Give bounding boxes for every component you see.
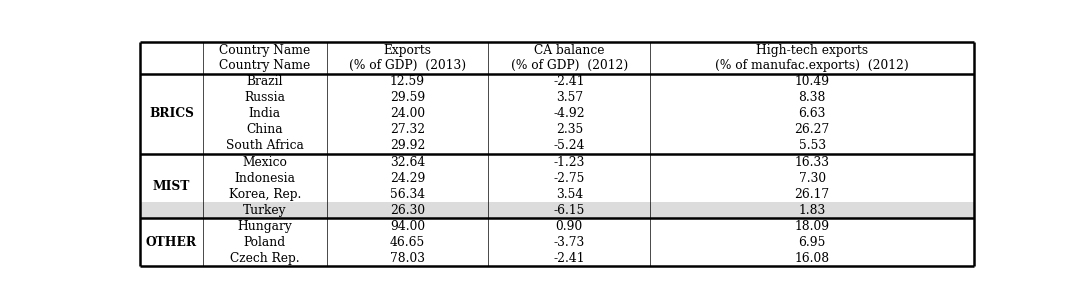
Bar	[140, 138, 973, 154]
Text: 26.27: 26.27	[795, 123, 829, 136]
Text: 0.90: 0.90	[556, 220, 583, 233]
Bar	[140, 122, 973, 138]
Text: 78.03: 78.03	[390, 252, 425, 265]
Text: High-tech exports: High-tech exports	[756, 44, 868, 57]
Bar	[140, 74, 973, 90]
Bar	[140, 106, 973, 122]
Text: 16.08: 16.08	[795, 252, 829, 265]
Text: Exports: Exports	[384, 44, 431, 57]
Text: -3.73: -3.73	[554, 236, 585, 249]
Text: Korea, Rep.: Korea, Rep.	[229, 188, 301, 201]
Text: (% of GDP)  (2013): (% of GDP) (2013)	[349, 59, 466, 71]
Text: Indonesia: Indonesia	[234, 171, 295, 185]
Text: Country Name: Country Name	[219, 59, 310, 71]
Text: OTHER: OTHER	[146, 236, 197, 249]
Text: -2.75: -2.75	[554, 171, 585, 185]
Text: South Africa: South Africa	[225, 140, 304, 153]
Text: -1.23: -1.23	[554, 156, 585, 168]
Text: 16.33: 16.33	[795, 156, 829, 168]
Text: 29.59: 29.59	[390, 91, 425, 104]
Text: BRICS: BRICS	[149, 107, 194, 120]
Text: Mexico: Mexico	[243, 156, 287, 168]
Bar	[140, 186, 973, 202]
Text: India: India	[248, 107, 281, 120]
Text: 10.49: 10.49	[795, 75, 829, 88]
Text: 1.83: 1.83	[799, 204, 826, 217]
Text: 5.53: 5.53	[799, 140, 826, 153]
Text: China: China	[246, 123, 283, 136]
Text: 29.92: 29.92	[390, 140, 425, 153]
Text: Country Name: Country Name	[219, 44, 310, 57]
Text: Poland: Poland	[244, 236, 286, 249]
Text: MIST: MIST	[153, 180, 190, 193]
Text: 12.59: 12.59	[390, 75, 425, 88]
Bar	[140, 250, 973, 266]
Bar	[140, 154, 973, 170]
Text: 26.17: 26.17	[795, 188, 829, 201]
Text: (% of manufac.exports)  (2012): (% of manufac.exports) (2012)	[715, 59, 909, 71]
Text: 7.30: 7.30	[799, 171, 826, 185]
Text: 18.09: 18.09	[795, 220, 829, 233]
Bar	[140, 42, 973, 74]
Text: 24.29: 24.29	[390, 171, 425, 185]
Text: 27.32: 27.32	[390, 123, 425, 136]
Text: 46.65: 46.65	[390, 236, 425, 249]
Bar	[140, 170, 973, 186]
Bar	[140, 234, 973, 250]
Text: -2.41: -2.41	[554, 75, 585, 88]
Text: 3.57: 3.57	[556, 91, 583, 104]
Text: 3.54: 3.54	[556, 188, 583, 201]
Text: Turkey: Turkey	[243, 204, 286, 217]
Text: Czech Rep.: Czech Rep.	[230, 252, 299, 265]
Text: 32.64: 32.64	[390, 156, 425, 168]
Text: 2.35: 2.35	[556, 123, 583, 136]
Text: 6.63: 6.63	[799, 107, 826, 120]
Text: -2.41: -2.41	[554, 252, 585, 265]
Text: -5.24: -5.24	[554, 140, 585, 153]
Text: Brazil: Brazil	[246, 75, 283, 88]
Text: CA balance: CA balance	[534, 44, 605, 57]
Bar	[140, 202, 973, 218]
Text: 26.30: 26.30	[390, 204, 425, 217]
Text: Russia: Russia	[244, 91, 285, 104]
Text: -4.92: -4.92	[554, 107, 585, 120]
Text: 56.34: 56.34	[390, 188, 425, 201]
Text: 8.38: 8.38	[799, 91, 826, 104]
Text: -6.15: -6.15	[554, 204, 585, 217]
Bar	[140, 218, 973, 234]
Text: 24.00: 24.00	[390, 107, 425, 120]
Text: 6.95: 6.95	[799, 236, 826, 249]
Text: 94.00: 94.00	[390, 220, 425, 233]
Bar	[140, 90, 973, 106]
Text: Hungary: Hungary	[237, 220, 293, 233]
Text: (% of GDP)  (2012): (% of GDP) (2012)	[511, 59, 628, 71]
